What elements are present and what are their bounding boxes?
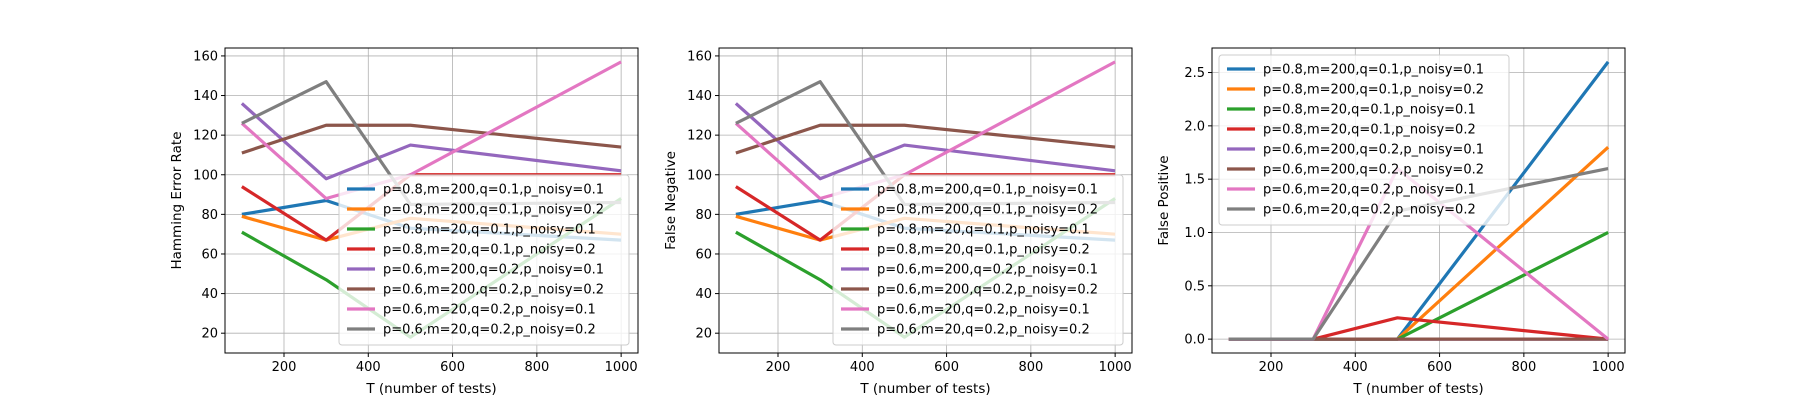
y-axis-label: False Positive bbox=[1156, 155, 1172, 245]
y-tick-label: 40 bbox=[695, 287, 712, 302]
x-tick-label: 1000 bbox=[1592, 360, 1625, 375]
legend-box bbox=[832, 174, 1124, 346]
x-tick-label: 600 bbox=[1427, 360, 1452, 375]
y-tick-label: 40 bbox=[201, 287, 218, 302]
series-group bbox=[1228, 60, 1610, 341]
y-tick-label: 80 bbox=[695, 208, 712, 223]
y-tick-label: 100 bbox=[193, 168, 218, 183]
legend-label: p=0.6,m=200,q=0.2,p_noisy=0.1 bbox=[383, 263, 604, 278]
legend-label: p=0.8,m=20,q=0.1,p_noisy=0.2 bbox=[383, 243, 596, 258]
x-tick-label: 1000 bbox=[605, 360, 638, 375]
series-line-6 bbox=[241, 123, 622, 155]
series-line-6 bbox=[735, 123, 1116, 155]
legend-label: p=0.8,m=200,q=0.1,p_noisy=0.1 bbox=[383, 183, 604, 198]
x-tick-label: 1000 bbox=[1099, 360, 1132, 375]
legend-label: p=0.6,m=200,q=0.2,p_noisy=0.1 bbox=[1263, 143, 1484, 158]
legend-label: p=0.6,m=20,q=0.2,p_noisy=0.1 bbox=[877, 303, 1090, 318]
legend-label: p=0.8,m=200,q=0.1,p_noisy=0.2 bbox=[877, 203, 1098, 218]
chart-panel-1: 200 400 600 800 1000 20 40 60 80 100 120 140 160 T (n… bbox=[169, 47, 639, 397]
legend-label: p=0.6,m=20,q=0.2,p_noisy=0.2 bbox=[383, 323, 596, 338]
legend-label: p=0.6,m=200,q=0.2,p_noisy=0.1 bbox=[877, 263, 1098, 278]
axes-frame bbox=[224, 47, 639, 354]
legend-label: p=0.6,m=20,q=0.2,p_noisy=0.1 bbox=[1263, 183, 1476, 198]
chart-panel-2: 200 400 600 800 1000 20 40 60 80 100 120 140 160 T (n… bbox=[663, 47, 1133, 397]
x-axis-label: T (number of tests) bbox=[365, 381, 496, 397]
y-tick-label: 100 bbox=[687, 168, 712, 183]
axes-frame bbox=[1211, 47, 1626, 354]
x-tick-label: 200 bbox=[272, 360, 297, 375]
y-tick-label: 60 bbox=[695, 247, 712, 262]
y-axis-label: False Negative bbox=[663, 151, 679, 250]
y-tick-label: 120 bbox=[687, 129, 712, 144]
x-tick-label: 200 bbox=[1259, 360, 1284, 375]
x-tick-label: 800 bbox=[1511, 360, 1536, 375]
x-tick-label: 600 bbox=[934, 360, 959, 375]
legend-label: p=0.6,m=20,q=0.2,p_noisy=0.2 bbox=[1263, 203, 1476, 218]
legend-label: p=0.6,m=200,q=0.2,p_noisy=0.2 bbox=[383, 283, 604, 298]
x-axis-label: T (number of tests) bbox=[859, 381, 990, 397]
y-tick-label: 140 bbox=[687, 89, 712, 104]
y-tick-label: 160 bbox=[193, 49, 218, 64]
x-tick-label: 800 bbox=[524, 360, 549, 375]
x-axis-label: T (number of tests) bbox=[1352, 381, 1483, 397]
axes-frame bbox=[718, 47, 1133, 354]
x-tick-label: 400 bbox=[850, 360, 875, 375]
legend-label: p=0.8,m=200,q=0.1,p_noisy=0.1 bbox=[877, 183, 1098, 198]
legend-label: p=0.8,m=20,q=0.1,p_noisy=0.1 bbox=[877, 223, 1090, 238]
y-tick-label: 2.5 bbox=[1184, 66, 1205, 81]
legend-label: p=0.6,m=20,q=0.2,p_noisy=0.1 bbox=[383, 303, 596, 318]
legend-label: p=0.6,m=20,q=0.2,p_noisy=0.2 bbox=[877, 323, 1090, 338]
x-tick-label: 400 bbox=[356, 360, 381, 375]
legend-label: p=0.8,m=20,q=0.1,p_noisy=0.1 bbox=[1263, 103, 1476, 118]
series-line-5 bbox=[240, 102, 622, 181]
series-line-5 bbox=[734, 102, 1116, 181]
y-axis-label: Hamming Error Rate bbox=[169, 131, 185, 269]
legend: p=0.8,m=200,q=0.1,p_noisy=0.1 p=0.8,m=200… bbox=[338, 174, 630, 346]
legend-box bbox=[1218, 54, 1510, 226]
legend-label: p=0.6,m=200,q=0.2,p_noisy=0.2 bbox=[877, 283, 1098, 298]
y-tick-label: 140 bbox=[193, 89, 218, 104]
x-tick-label: 200 bbox=[766, 360, 791, 375]
legend-label: p=0.8,m=200,q=0.1,p_noisy=0.1 bbox=[1263, 63, 1484, 78]
y-tick-label: 60 bbox=[201, 247, 218, 262]
chart-panel-3: 200 400 600 800 1000 0.0 0.5 1.0 1.5 2.0 2.5 T (num… bbox=[1156, 47, 1626, 397]
y-tick-label: 20 bbox=[695, 327, 712, 342]
y-tick-label: 1.0 bbox=[1184, 226, 1205, 241]
legend-label: p=0.6,m=200,q=0.2,p_noisy=0.2 bbox=[1263, 163, 1484, 178]
legend: p=0.8,m=200,q=0.1,p_noisy=0.1 p=0.8,m=200… bbox=[832, 174, 1124, 346]
x-tick-label: 400 bbox=[1343, 360, 1368, 375]
legend-label: p=0.8,m=20,q=0.1,p_noisy=0.2 bbox=[877, 243, 1090, 258]
legend-box bbox=[338, 174, 630, 346]
y-tick-label: 0.5 bbox=[1184, 279, 1205, 294]
y-tick-label: 0.0 bbox=[1184, 333, 1205, 348]
legend-label: p=0.8,m=20,q=0.1,p_noisy=0.1 bbox=[383, 223, 596, 238]
y-tick-label: 2.0 bbox=[1184, 119, 1205, 134]
x-tick-label: 800 bbox=[1018, 360, 1043, 375]
legend-label: p=0.8,m=200,q=0.1,p_noisy=0.2 bbox=[1263, 83, 1484, 98]
legend-label: p=0.8,m=20,q=0.1,p_noisy=0.2 bbox=[1263, 123, 1476, 138]
y-tick-label: 160 bbox=[687, 49, 712, 64]
y-tick-label: 80 bbox=[201, 208, 218, 223]
y-tick-label: 120 bbox=[193, 129, 218, 144]
y-tick-label: 1.5 bbox=[1184, 173, 1205, 188]
legend-label: p=0.8,m=200,q=0.1,p_noisy=0.2 bbox=[383, 203, 604, 218]
y-tick-label: 20 bbox=[201, 327, 218, 342]
legend: p=0.8,m=200,q=0.1,p_noisy=0.1 p=0.8,m=200… bbox=[1218, 54, 1510, 226]
x-tick-label: 600 bbox=[440, 360, 465, 375]
